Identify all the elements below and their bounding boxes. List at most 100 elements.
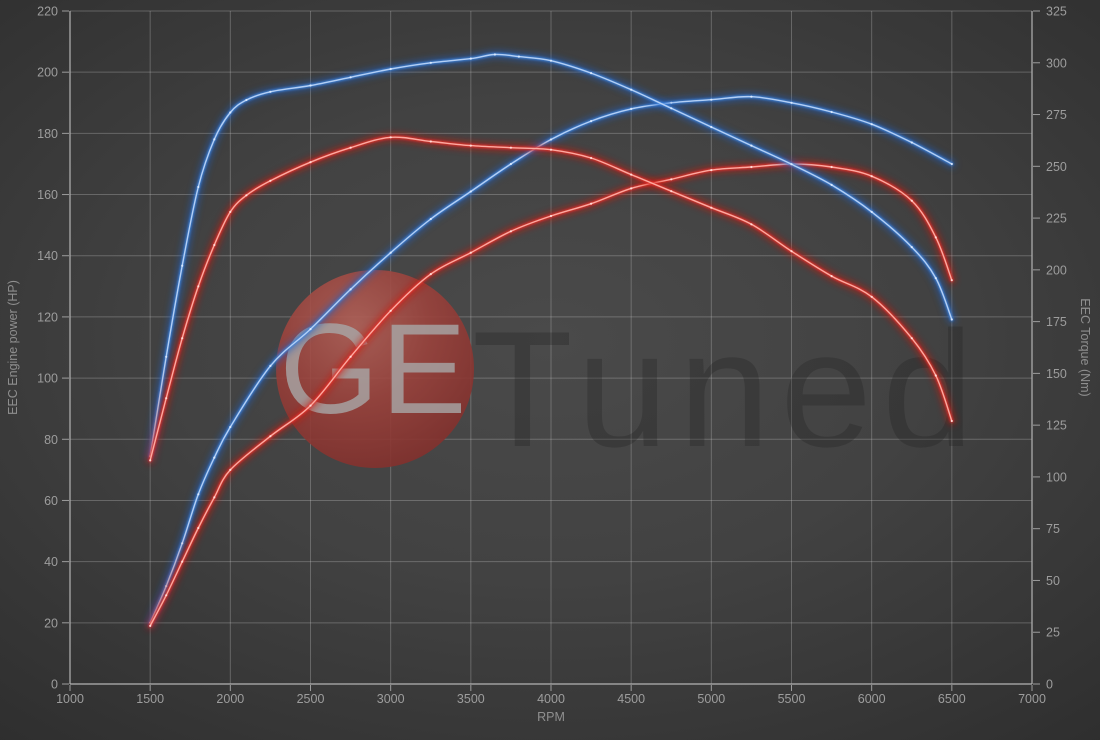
watermark: GE Tuned [276, 270, 984, 481]
y-left-tick-label: 120 [37, 310, 58, 324]
curve-point-power-red [910, 199, 913, 202]
curve-point-torque-red [509, 146, 512, 149]
y-axis-right-title: EEC Torque (Nm) [1078, 298, 1092, 396]
curve-point-torque-blue [197, 185, 200, 189]
x-tick-label: 2500 [297, 692, 325, 706]
curve-point-torque-blue [165, 355, 168, 358]
curve-point-torque-red [269, 179, 272, 182]
y-left-tick-label: 220 [37, 5, 58, 19]
curve-point-power-blue [349, 288, 352, 291]
y-right-tick-label: 250 [1046, 160, 1067, 174]
x-tick-label: 5000 [697, 692, 725, 706]
curve-point-power-blue [229, 425, 232, 429]
curve-point-power-red [830, 165, 833, 169]
y-right-tick-label: 75 [1046, 522, 1060, 536]
curve-point-torque-red [910, 337, 913, 340]
curve-point-power-red [429, 273, 432, 276]
y-right-tick-label: 175 [1046, 315, 1067, 329]
curve-torque-blue [149, 53, 953, 457]
curve-point-power-red [750, 165, 753, 169]
curve-point-torque-blue [469, 57, 472, 60]
curve-point-torque-blue [269, 90, 272, 93]
curve-point-power-red [165, 594, 168, 597]
y-right-tick-label: 100 [1046, 470, 1067, 484]
curve-power-blue [149, 95, 953, 624]
x-tick-label: 6500 [938, 692, 966, 706]
curve-point-power-blue [549, 138, 553, 141]
y-left-tick-label: 100 [37, 372, 58, 386]
curve-point-power-red [549, 214, 553, 218]
x-tick-label: 4500 [617, 692, 645, 706]
y-right-tick-label: 300 [1046, 56, 1067, 70]
curve-point-torque-red [149, 459, 152, 462]
curve-point-power-blue [910, 141, 913, 144]
curve-point-torque-red [710, 206, 713, 209]
curve-point-power-blue [590, 120, 593, 123]
curve-point-power-blue [389, 251, 392, 254]
curve-point-torque-blue [630, 88, 633, 91]
curve-point-torque-red [790, 250, 793, 253]
x-tick-label: 4000 [537, 692, 565, 706]
curve-point-torque-red [549, 148, 553, 151]
curve-point-power-blue [670, 101, 673, 104]
curve-point-torque-red [429, 140, 432, 143]
curve-point-power-red [197, 526, 200, 530]
curve-point-torque-blue [229, 111, 232, 114]
curve-point-torque-blue [493, 53, 496, 56]
x-tick-label: 5500 [778, 692, 806, 706]
y-right-tick-label: 125 [1046, 419, 1067, 433]
curve-point-torque-blue [213, 138, 216, 141]
curve-point-torque-blue [517, 55, 521, 58]
curve-point-torque-blue [750, 144, 753, 147]
curve-point-torque-red [630, 173, 633, 176]
curve-point-power-blue [790, 101, 793, 104]
curve-point-torque-blue [309, 84, 312, 87]
y-right-tick-label: 200 [1046, 263, 1067, 277]
curve-point-power-red [469, 251, 472, 254]
curve-point-power-blue [429, 217, 432, 221]
curve-point-torque-red [213, 243, 216, 247]
curve-point-power-blue [950, 162, 953, 166]
curve-point-torque-blue [590, 72, 593, 75]
y-left-tick-label: 180 [37, 127, 58, 141]
curve-point-power-red [149, 624, 152, 628]
curve-point-torque-red [950, 419, 953, 423]
y-right-tick-label: 25 [1046, 626, 1060, 640]
curve-point-torque-blue [830, 183, 833, 186]
curve-point-power-blue [213, 456, 216, 459]
curve-point-torque-red [469, 144, 472, 147]
y-left-tick-label: 60 [44, 494, 58, 508]
y-left-tick-label: 0 [51, 678, 58, 692]
x-tick-label: 7000 [1018, 692, 1046, 706]
x-tick-label: 2000 [216, 692, 244, 706]
x-tick-label: 3000 [377, 692, 405, 706]
curve-point-power-blue [870, 123, 873, 126]
curve-point-power-red [389, 309, 392, 312]
curve-point-torque-red [750, 223, 753, 226]
curves-layer [146, 50, 956, 630]
curve-point-power-red [950, 279, 953, 282]
curve-point-power-red [630, 187, 633, 190]
y-right-tick-label: 275 [1046, 108, 1067, 122]
y-right-tick-label: 50 [1046, 574, 1060, 588]
curve-point-torque-blue [549, 59, 553, 62]
curve-point-power-red [934, 236, 937, 239]
curve-point-power-blue [309, 328, 312, 331]
curve-point-power-red [269, 435, 272, 438]
curve-point-torque-red [309, 161, 312, 164]
curve-point-torque-red [670, 190, 673, 193]
curve-point-torque-blue [349, 76, 352, 79]
curve-point-power-blue [830, 110, 833, 114]
curve-point-power-blue [750, 95, 753, 98]
y-left-tick-label: 200 [37, 66, 58, 80]
curve-point-power-red [349, 355, 352, 358]
curve-point-power-red [870, 175, 873, 178]
curve-point-torque-red [349, 146, 352, 149]
curve-point-power-blue [509, 162, 512, 166]
curve-point-torque-blue [429, 61, 432, 64]
curve-point-power-red [590, 202, 593, 205]
logo-tuned-text: Tuned [472, 297, 984, 481]
curve-point-power-red [309, 404, 312, 407]
